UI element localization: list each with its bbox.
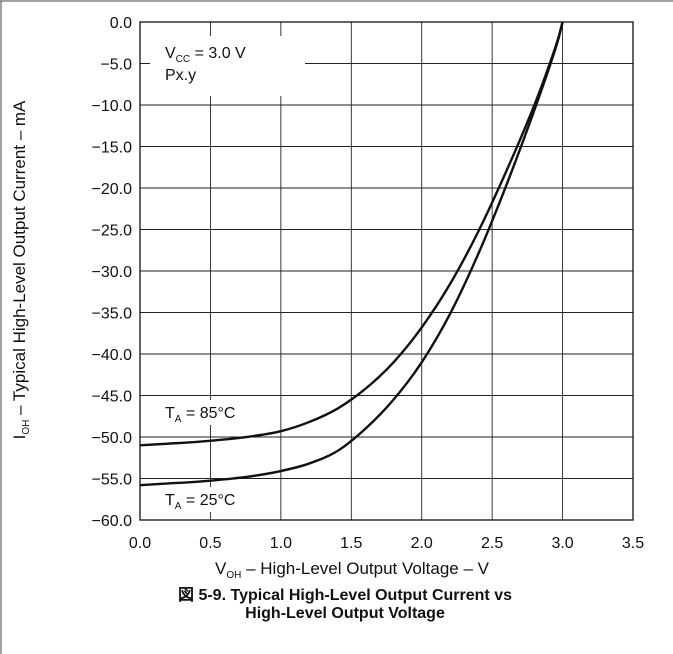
conditions-box — [150, 36, 305, 96]
series-lines — [139, 21, 564, 487]
plot-area — [139, 21, 634, 521]
series-label-25-bg — [153, 487, 263, 512]
x-tick-label: 0.0 — [129, 535, 151, 552]
y-tick-label: −35.0 — [92, 306, 133, 323]
x-tick-labels: 0.0 0.5 1.0 1.5 2.0 2.5 3.0 3.5 — [129, 535, 644, 552]
y-tick-label: −25.0 — [92, 223, 133, 240]
x-tick-label: 1.5 — [340, 535, 362, 552]
x-tick-label: 1.0 — [270, 535, 292, 552]
y-tick-label: −5.0 — [100, 57, 132, 74]
y-tick-label: −30.0 — [92, 264, 133, 281]
pin-condition: Px.y — [165, 67, 196, 84]
x-tick-label: 2.5 — [481, 535, 503, 552]
figure-caption-line1: 図 5-9. Typical High-Level Output Current… — [178, 586, 512, 604]
y-tick-label: −55.0 — [92, 472, 133, 489]
series-line-85c — [139, 21, 564, 447]
y-tick-label: −45.0 — [92, 389, 133, 406]
series-label-25: TA = 25°C — [165, 492, 235, 512]
y-tick-label: −50.0 — [92, 430, 133, 447]
x-axis-label: VOH – High-Level Output Voltage – V — [215, 559, 490, 581]
y-tick-label: −60.0 — [92, 513, 133, 530]
x-tick-label: 0.5 — [199, 535, 221, 552]
series-label-85: TA = 85°C — [165, 405, 235, 425]
figure-caption-line2: High-Level Output Voltage — [245, 605, 445, 622]
y-tick-labels: 0.0 −5.0 −10.0 −15.0 −20.0 −25.0 −30.0 −35.0 −40… — [92, 15, 133, 530]
grid-lines — [139, 21, 634, 521]
series-line-25c — [139, 21, 564, 487]
y-tick-label: −15.0 — [92, 140, 133, 157]
y-tick-label: 0.0 — [110, 15, 132, 32]
y-axis-label: IOH – Typical High-Level Output Current … — [10, 100, 32, 439]
x-tick-label: 3.0 — [551, 535, 573, 552]
vcc-condition: VCC = 3.0 V — [165, 45, 246, 65]
x-tick-label: 3.5 — [622, 535, 644, 552]
y-tick-label: −10.0 — [92, 98, 133, 115]
x-tick-label: 2.0 — [411, 535, 433, 552]
y-tick-label: −20.0 — [92, 181, 133, 198]
series-label-85-bg — [153, 400, 263, 425]
y-tick-label: −40.0 — [92, 347, 133, 364]
